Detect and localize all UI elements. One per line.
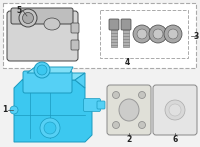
Polygon shape <box>14 80 92 142</box>
Ellipse shape <box>119 99 139 121</box>
Circle shape <box>169 104 181 116</box>
Circle shape <box>138 91 146 98</box>
Text: 3: 3 <box>194 31 199 41</box>
Circle shape <box>168 29 178 39</box>
Circle shape <box>133 25 151 43</box>
Circle shape <box>138 122 146 128</box>
Circle shape <box>164 25 182 43</box>
FancyBboxPatch shape <box>84 98 101 112</box>
FancyBboxPatch shape <box>71 23 79 33</box>
Circle shape <box>149 25 167 43</box>
FancyBboxPatch shape <box>97 101 105 109</box>
FancyBboxPatch shape <box>153 85 197 135</box>
Polygon shape <box>22 73 85 80</box>
Circle shape <box>34 62 50 78</box>
Circle shape <box>112 122 120 128</box>
Text: 6: 6 <box>172 136 178 145</box>
FancyBboxPatch shape <box>111 29 117 47</box>
Polygon shape <box>75 73 85 88</box>
FancyBboxPatch shape <box>7 11 78 61</box>
Circle shape <box>40 118 60 138</box>
Circle shape <box>22 12 34 24</box>
FancyBboxPatch shape <box>71 40 79 50</box>
Circle shape <box>153 29 163 39</box>
FancyBboxPatch shape <box>121 19 131 30</box>
FancyBboxPatch shape <box>123 29 129 47</box>
Circle shape <box>19 9 37 27</box>
Circle shape <box>112 91 120 98</box>
Circle shape <box>10 106 18 114</box>
Text: 1: 1 <box>2 106 8 115</box>
Circle shape <box>37 65 47 75</box>
Ellipse shape <box>44 18 60 30</box>
Circle shape <box>137 29 147 39</box>
Text: 5: 5 <box>16 5 22 15</box>
Text: 2: 2 <box>126 136 132 145</box>
FancyBboxPatch shape <box>3 3 196 68</box>
FancyBboxPatch shape <box>109 19 119 30</box>
FancyBboxPatch shape <box>107 85 151 135</box>
FancyBboxPatch shape <box>100 10 188 58</box>
Circle shape <box>165 100 185 120</box>
FancyBboxPatch shape <box>11 8 73 24</box>
Circle shape <box>44 122 56 134</box>
Text: 4: 4 <box>124 57 130 66</box>
FancyBboxPatch shape <box>23 71 72 93</box>
Polygon shape <box>27 67 73 73</box>
